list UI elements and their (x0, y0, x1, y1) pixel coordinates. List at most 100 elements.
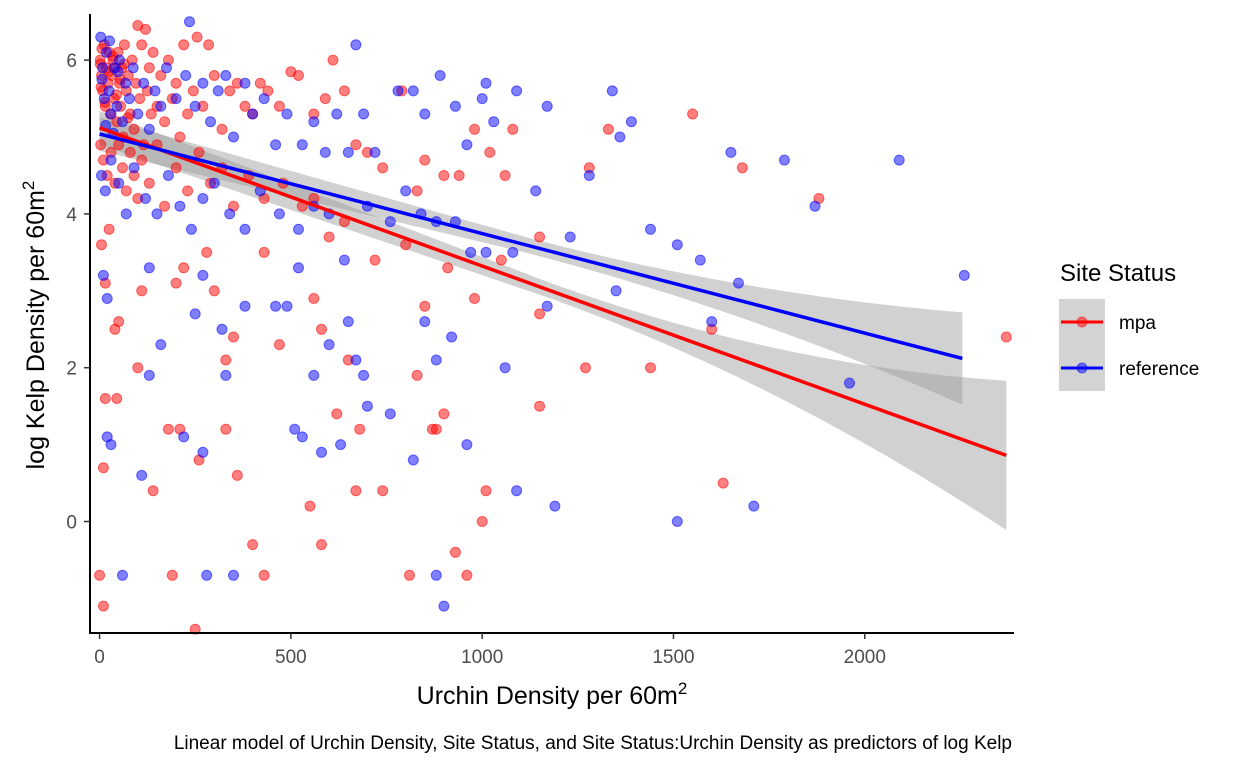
data-point-mpa (717, 477, 729, 489)
data-point-reference (733, 277, 744, 289)
data-point-reference (296, 431, 308, 443)
data-point-reference (212, 85, 224, 97)
data-point-mpa (258, 246, 270, 258)
y-axis-title-superscript: 2 (19, 181, 38, 190)
data-point-mpa (580, 362, 591, 374)
data-point-mpa (189, 623, 201, 635)
data-point-reference (361, 400, 373, 412)
data-point-mpa (316, 323, 327, 335)
data-point-reference (105, 108, 117, 120)
data-point-reference (113, 177, 125, 189)
data-point-mpa (182, 108, 194, 120)
data-point-reference (308, 116, 320, 128)
data-point-mpa (1000, 331, 1012, 343)
data-point-reference (161, 62, 172, 74)
data-point-reference (224, 208, 236, 220)
data-point-mpa (736, 162, 748, 174)
data-point-reference (384, 216, 396, 228)
data-point-mpa (216, 123, 228, 135)
data-point-mpa (293, 70, 304, 81)
x-axis-title: Urchin Density per 60m2 (417, 679, 688, 710)
data-point-reference (323, 339, 335, 351)
data-point-reference (216, 323, 228, 335)
data-point-mpa (178, 262, 190, 274)
x-tick-label: 0 (94, 647, 105, 668)
data-point-mpa (319, 93, 331, 105)
data-point-reference (511, 485, 523, 497)
data-point-reference (293, 223, 304, 235)
data-point-reference (123, 93, 135, 105)
data-point-reference (319, 146, 331, 158)
data-point-reference (342, 146, 354, 158)
y-tick-label: 6 (66, 51, 77, 72)
data-point-mpa (480, 485, 492, 497)
data-point-reference (281, 300, 293, 312)
data-point-reference (480, 246, 492, 258)
data-point-reference (120, 208, 132, 220)
data-point-reference (189, 308, 201, 320)
data-point-reference (530, 185, 542, 197)
data-point-mpa (136, 39, 148, 51)
data-point-reference (197, 193, 209, 204)
data-point-reference (143, 262, 155, 274)
data-point-mpa (377, 485, 389, 497)
data-point-mpa (94, 569, 106, 581)
confidence-bands (99, 110, 1007, 530)
data-point-reference (400, 185, 412, 197)
data-point-reference (476, 93, 488, 105)
data-point-reference (96, 73, 108, 85)
data-point-mpa (404, 569, 415, 581)
data-point-reference (564, 231, 576, 243)
legend-title: Site Status (1060, 260, 1176, 287)
data-point-mpa (203, 39, 215, 51)
data-point-mpa (476, 516, 488, 527)
data-point-mpa (354, 423, 366, 435)
fit-line-mpa (98, 126, 1007, 458)
data-point-mpa (170, 277, 182, 289)
data-point-mpa (147, 485, 159, 497)
data-point-reference (184, 16, 195, 28)
data-point-reference (369, 146, 381, 158)
data-point-mpa (316, 539, 327, 551)
data-point-reference (239, 77, 251, 89)
data-point-reference (228, 131, 239, 143)
data-point-mpa (534, 400, 546, 412)
data-point-reference (149, 85, 161, 97)
fit-lines (98, 126, 1007, 458)
data-point-reference (180, 70, 192, 81)
data-point-reference (430, 354, 442, 366)
y-ticks: 0 2 4 6 (66, 51, 90, 534)
data-point-mpa (117, 162, 128, 174)
data-point-reference (694, 254, 706, 266)
data-point-mpa (224, 85, 236, 97)
data-point-reference (407, 85, 419, 97)
data-point-reference (99, 185, 111, 197)
y-tick-label: 4 (66, 205, 77, 226)
data-point-reference (434, 70, 446, 81)
data-point-reference (488, 116, 500, 128)
data-point-mpa (419, 154, 431, 166)
legend-point-reference (1076, 362, 1088, 374)
data-point-mpa (95, 139, 107, 151)
legend-label-mpa: mpa (1119, 313, 1156, 334)
data-point-reference (273, 208, 285, 220)
data-point-reference (511, 85, 523, 97)
data-point-mpa (128, 123, 140, 135)
data-point-reference (541, 300, 553, 312)
legend-point-mpa (1076, 316, 1088, 328)
data-point-reference (101, 293, 113, 304)
data-point-reference (293, 262, 304, 274)
data-point-reference (645, 223, 656, 235)
data-point-mpa (134, 93, 146, 105)
data-point-reference (296, 139, 308, 151)
data-point-mpa (350, 139, 362, 151)
chart-caption: Linear model of Urchin Density, Site Sta… (174, 733, 1012, 754)
data-point-mpa (228, 331, 239, 343)
data-point-reference (465, 246, 477, 258)
data-point-mpa (96, 239, 107, 251)
data-point-reference (480, 77, 492, 89)
data-point-mpa (369, 254, 381, 266)
data-point-reference (174, 200, 186, 212)
x-tick-label: 1000 (461, 647, 503, 668)
data-point-mpa (103, 223, 115, 235)
